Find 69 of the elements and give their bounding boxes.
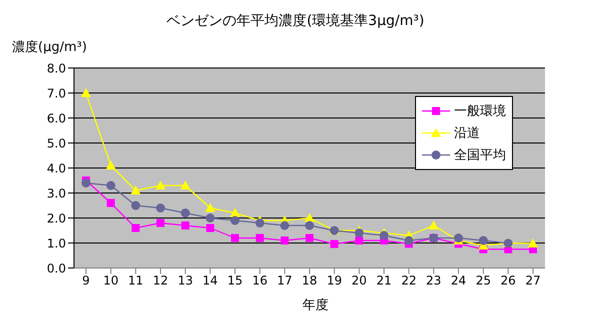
x-tick-label: 21 [376, 274, 392, 288]
point [206, 214, 215, 222]
y-tick-label: 4.0 [46, 161, 66, 176]
x-tick-label: 9 [82, 274, 90, 288]
x-tick-label: 16 [252, 274, 268, 288]
point [404, 236, 414, 245]
point [156, 180, 166, 190]
x-axis-title: 年度 [302, 297, 330, 314]
x-tick-label: 27 [525, 274, 541, 288]
point [230, 216, 240, 225]
y-tick-label: 6.0 [46, 111, 66, 126]
point [106, 160, 116, 170]
x-tick-label: 20 [352, 274, 367, 288]
legend-label: 全国平均 [454, 147, 506, 164]
point [156, 219, 164, 227]
point [304, 213, 314, 222]
point [106, 181, 116, 190]
x-tick-label: 10 [103, 274, 118, 288]
x-tick-label: 24 [450, 274, 466, 288]
x-tick-label: 26 [500, 274, 516, 288]
point [306, 234, 314, 242]
point [355, 236, 364, 244]
point [131, 201, 140, 210]
x-tick-label: 25 [476, 274, 491, 288]
legend-label: 一般環境 [454, 103, 506, 120]
y-tick-label: 5.0 [46, 136, 66, 150]
point [181, 222, 190, 230]
point [428, 220, 439, 230]
point [130, 186, 141, 194]
x-tick-label: 22 [401, 274, 416, 288]
point [280, 221, 290, 230]
legend-label: 沿道 [454, 125, 480, 142]
point [231, 234, 239, 242]
x-tick-label: 12 [152, 274, 168, 288]
point [81, 88, 91, 97]
x-tick-label: 19 [326, 274, 342, 288]
point [156, 204, 165, 212]
x-tick-label: 17 [277, 274, 292, 288]
y-tick-label: 2.0 [46, 211, 66, 226]
point [180, 208, 190, 218]
point [305, 221, 314, 230]
point [205, 203, 216, 212]
x-tick-label: 23 [426, 274, 442, 288]
point [180, 180, 190, 190]
x-tick-label: 13 [178, 274, 193, 288]
x-tick-label: 18 [302, 274, 318, 288]
point [380, 231, 388, 240]
point [330, 240, 338, 248]
y-tick-label: 3.0 [46, 186, 66, 200]
y-tick-label: 7.0 [46, 86, 66, 100]
point [132, 224, 140, 232]
point [354, 228, 364, 238]
x-tick-label: 15 [227, 274, 243, 288]
point [255, 218, 264, 228]
y-tick-label: 1.0 [46, 236, 66, 250]
point [478, 236, 488, 245]
point [256, 234, 264, 242]
point [280, 236, 289, 244]
point [106, 199, 115, 207]
point [82, 178, 90, 188]
point [230, 208, 240, 217]
y-tick-label: 8.0 [46, 61, 66, 76]
point [528, 238, 538, 248]
x-tick-label: 14 [202, 274, 218, 288]
y-tick-label: 0.0 [46, 261, 66, 276]
x-tick-label: 11 [128, 274, 144, 288]
y-axis-title: 濃度(μg/m³) [12, 39, 87, 56]
point [206, 224, 214, 232]
chart-title: ベンゼンの年平均濃度(環境基準3μg/m³) [166, 12, 426, 30]
